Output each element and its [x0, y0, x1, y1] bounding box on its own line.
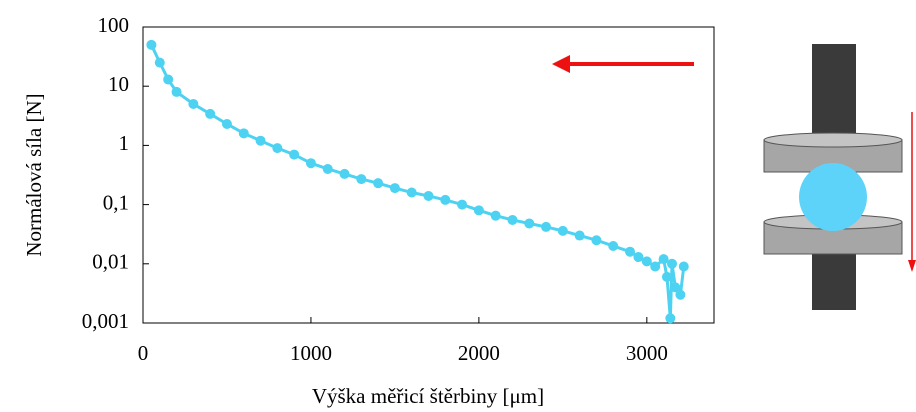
data-point [289, 149, 300, 160]
y-axis-label: Normálová síla [N] [22, 93, 46, 256]
y-tick-label: 0,001 [82, 309, 129, 333]
data-point [667, 258, 678, 269]
x-tick-label: 3000 [626, 341, 668, 365]
data-point [557, 225, 568, 236]
data-point [658, 254, 669, 265]
data-point [665, 313, 676, 324]
data-point [641, 256, 652, 267]
y-tick-label: 0,01 [92, 250, 129, 274]
data-point [661, 271, 672, 282]
data-point [272, 143, 283, 154]
data-point [171, 86, 182, 97]
data-point [670, 282, 681, 293]
y-tick-label: 0,1 [103, 190, 129, 214]
sample [799, 163, 867, 231]
y-tick-label: 10 [108, 72, 129, 96]
data-point [154, 57, 165, 68]
data-point [457, 199, 468, 210]
compression-arrow-head [908, 260, 916, 272]
data-point [625, 246, 636, 257]
data-point [524, 218, 535, 229]
data-point [255, 135, 266, 146]
rheometer-diagram [763, 44, 916, 310]
y-tick-label: 100 [98, 13, 130, 37]
data-point [389, 183, 400, 194]
upper-plate-top [763, 132, 903, 148]
data-point [238, 128, 249, 139]
data-point [507, 214, 518, 225]
data-point [373, 178, 384, 189]
data-point [423, 190, 434, 201]
plot-frame [142, 26, 715, 324]
x-tick-label: 0 [138, 341, 149, 365]
x-tick-label: 2000 [458, 341, 500, 365]
x-axis-label: Výška měřicí štěrbiny [μm] [312, 384, 544, 408]
data-point [440, 194, 451, 205]
data-point [322, 163, 333, 174]
data-point [473, 205, 484, 216]
data-point [221, 118, 232, 129]
y-tick-label: 1 [119, 131, 130, 155]
data-line [150, 44, 686, 319]
data-point [591, 235, 602, 246]
data-point [675, 289, 686, 300]
data-point [633, 252, 644, 263]
data-point [608, 240, 619, 251]
data-point [305, 158, 316, 169]
arrow-head [552, 55, 570, 73]
data-point [205, 108, 216, 119]
data-point [650, 261, 661, 272]
data-point [541, 221, 552, 232]
data-point [339, 168, 350, 179]
data-point [406, 187, 417, 198]
data-point [163, 74, 174, 85]
x-tick-label: 1000 [290, 341, 332, 365]
data-point [490, 210, 501, 221]
data-point [574, 230, 585, 241]
data-point [678, 261, 689, 272]
data-point [356, 174, 367, 185]
data-point [146, 39, 157, 50]
data-point [188, 99, 199, 110]
